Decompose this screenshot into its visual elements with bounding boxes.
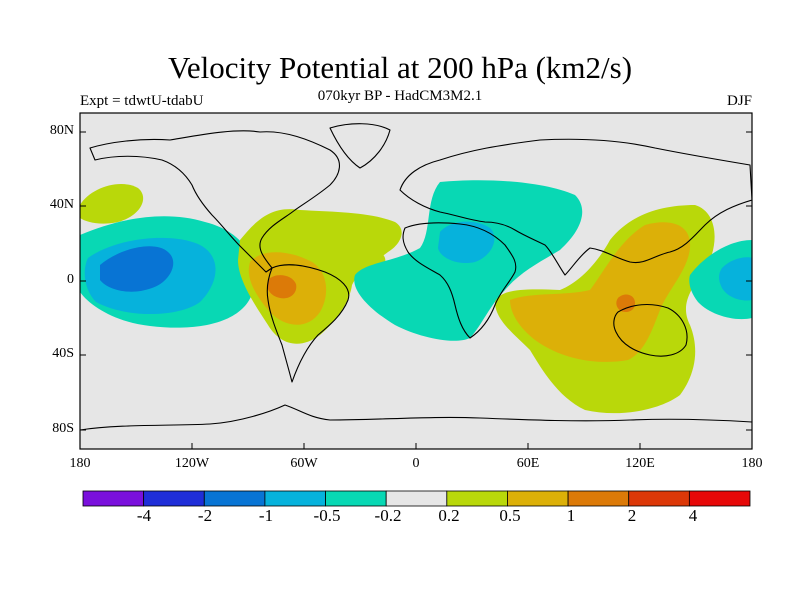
colorbar-swatch	[82, 490, 145, 507]
lon-tick-label: 180	[69, 456, 91, 471]
coast-greenland	[329, 123, 391, 169]
coast-north-america	[89, 130, 340, 273]
colorbar-label: -0.2	[374, 506, 402, 525]
colorbar-label: 2	[627, 506, 637, 525]
colorbar-swatch	[143, 490, 205, 507]
coastlines	[80, 123, 752, 431]
colorbar	[82, 490, 751, 507]
colorbar-swatch	[325, 490, 387, 507]
lat-tick-label: 0	[67, 272, 74, 287]
lon-tick-label: 0	[412, 456, 420, 471]
contour-indopacific-mid	[510, 222, 691, 362]
colorbar-swatch	[567, 490, 630, 507]
coast-south-america	[266, 264, 350, 383]
lat-tick-label: 80N	[49, 123, 74, 138]
contour-africa-core	[438, 221, 495, 264]
lat-tick-label: 40S	[52, 346, 74, 361]
coast-africa	[402, 222, 517, 339]
coast-antarctica	[80, 404, 752, 431]
colorbar-label: 0.5	[499, 506, 521, 525]
coast-eurasia	[399, 138, 752, 276]
colorbar-label: 4	[688, 506, 698, 525]
lon-tick-label: 60E	[516, 456, 540, 471]
contour-ne-pacific-patch	[80, 184, 144, 224]
colorbar-label: -2	[197, 506, 213, 525]
lat-tick-label: 80S	[52, 421, 74, 436]
colorbar-label: 0.2	[438, 506, 460, 525]
contour-fill-layer	[80, 123, 752, 431]
lat-tick-marks	[80, 131, 752, 431]
colorbar-label: 1	[566, 506, 576, 525]
colorbar-swatch	[203, 490, 266, 507]
contour-samerica-core	[267, 275, 297, 299]
contour-indopacific-core	[616, 294, 636, 312]
lat-tick-label: 40N	[49, 197, 74, 212]
lon-tick-label: 60W	[290, 456, 318, 471]
lon-tick-label: 180	[741, 456, 763, 471]
colorbar-label: -1	[258, 506, 274, 525]
colorbar-swatch	[264, 490, 326, 507]
colorbar-label: -0.5	[313, 506, 341, 525]
lon-tick-label: 120E	[625, 456, 655, 471]
season-label: DJF	[726, 93, 752, 109]
contour-dateline-core	[719, 257, 752, 301]
colorbar-swatch	[688, 490, 751, 507]
colorbar-swatch	[446, 490, 508, 507]
map-title: Velocity Potential at 200 hPa (km2/s)	[167, 50, 633, 85]
map-subtitle: 070kyr BP - HadCM3M2.1	[317, 88, 483, 104]
colorbar-swatch	[628, 490, 690, 507]
contour-pacific-core	[100, 246, 174, 292]
colorbar-swatch	[507, 490, 569, 507]
coast-australia	[613, 303, 688, 357]
experiment-label: Expt = tdwtU-tdabU	[80, 93, 204, 109]
colorbar-swatch	[385, 490, 448, 507]
lon-tick-marks	[191, 443, 641, 449]
colorbar-label: -4	[136, 506, 152, 525]
lon-tick-label: 120W	[174, 456, 210, 471]
